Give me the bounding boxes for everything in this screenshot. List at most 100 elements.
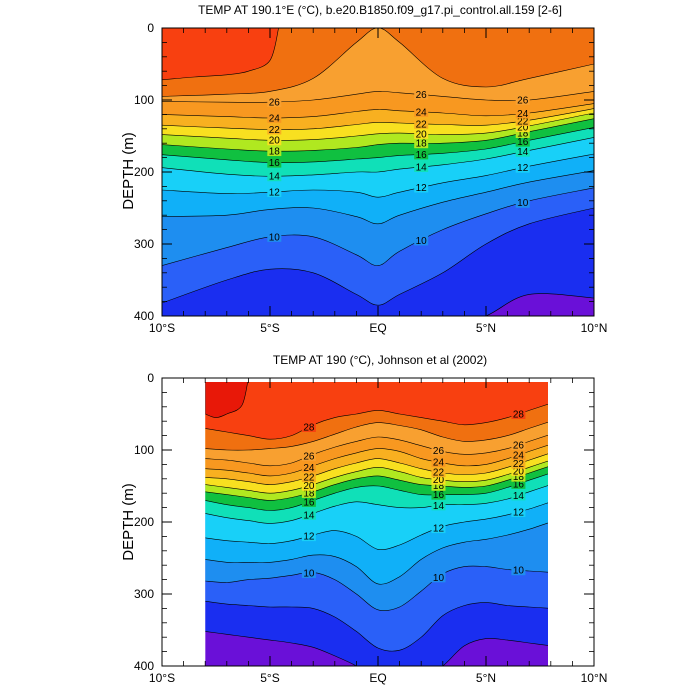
contour-label: 10: [513, 566, 525, 577]
contour-label: 16: [513, 479, 525, 490]
contour-label-bg: [515, 196, 530, 208]
contour-label: 20: [269, 136, 281, 147]
contour-band-core: [204, 382, 248, 418]
contour-fills-top: [162, 28, 594, 316]
contour-line: [162, 28, 594, 97]
y-tick-label: 300: [134, 237, 154, 251]
contour-label-bg: [431, 444, 446, 456]
y-axis-label-top: DEPTH (m): [120, 132, 137, 210]
contour-label-bg: [267, 170, 282, 182]
x-tick-label: 5°N: [476, 321, 496, 335]
contour-label-bg: [431, 499, 446, 511]
contour-label: 20: [513, 466, 525, 477]
x-tick-label: EQ: [369, 671, 386, 685]
contour-label-bg: [511, 505, 526, 517]
contour-label-bg: [414, 88, 429, 100]
contour-label-bg: [515, 135, 530, 147]
contour-label: 16: [416, 150, 428, 161]
contour-label: 18: [433, 481, 445, 492]
y-tick-label: 100: [134, 93, 154, 107]
contour-label-bg: [511, 438, 526, 450]
contour-label: 24: [416, 107, 428, 118]
contour-label: 26: [269, 97, 281, 108]
x-tick-label: 10°S: [149, 321, 175, 335]
contour-line: [162, 170, 594, 225]
x-tick-label: 10°S: [149, 671, 175, 685]
contour-line: [205, 466, 548, 501]
contour-label: 12: [513, 507, 525, 518]
x-tick-label: EQ: [369, 321, 386, 335]
contour-line: [205, 600, 548, 652]
contour-label-bg: [301, 508, 316, 520]
contour-label: 24: [433, 458, 445, 469]
contour-label-bg: [301, 479, 316, 491]
contour-label-bg: [431, 479, 446, 491]
contour-label-bg: [301, 566, 316, 578]
contour-label-bg: [511, 408, 526, 419]
contour-line: [205, 403, 548, 440]
contour-line: [205, 444, 548, 477]
contour-label: 18: [269, 147, 281, 158]
contour-label-bg: [301, 420, 316, 432]
contour-label-bg: [414, 181, 429, 193]
contour-line: [205, 473, 548, 511]
y-tick-label: 200: [134, 165, 154, 179]
x-tick-label: 5°N: [476, 671, 496, 685]
contour-label: 12: [517, 163, 529, 174]
contour-label-bg: [267, 145, 282, 157]
contour-label: 24: [513, 451, 525, 462]
y-tick-label: 400: [134, 659, 154, 673]
contour-label: 26: [517, 96, 529, 107]
contour-line: [205, 485, 548, 524]
contour-label-bg: [515, 126, 530, 138]
contour-line: [162, 118, 594, 152]
contour-label: 22: [269, 125, 281, 136]
contour-label-bg: [431, 522, 446, 534]
contour-line: [205, 502, 548, 551]
contour-label-bg: [515, 107, 530, 119]
contour-line: [162, 153, 594, 198]
contour-label: 22: [416, 119, 428, 130]
contour-label: 28: [303, 422, 315, 433]
contour-label-bg: [267, 95, 282, 107]
contour-label-bg: [267, 123, 282, 135]
contour-label: 16: [303, 497, 315, 508]
y-tick-label: 0: [147, 371, 154, 385]
contour-label: 20: [303, 481, 315, 492]
contour-label-bg: [267, 134, 282, 146]
contour-label-bg: [414, 160, 429, 172]
contour-label-bg: [301, 530, 316, 542]
contour-label: 26: [433, 446, 445, 457]
contour-lines-bottom: [204, 382, 548, 666]
contour-label: 18: [517, 128, 529, 139]
contour-label: 14: [433, 501, 445, 512]
chart-title-top: TEMP AT 190.1°E (°C), b.e20.B1850.f09_g1…: [198, 3, 562, 17]
contour-label: 14: [416, 162, 428, 173]
y-tick-label: 300: [134, 587, 154, 601]
contour-label-bg: [414, 117, 429, 129]
contour-label-bg: [431, 473, 446, 485]
contour-label: 22: [433, 468, 445, 479]
contour-label: 14: [269, 172, 281, 183]
contour-label-bg: [515, 94, 530, 105]
contour-label: 22: [517, 116, 529, 127]
contour-line: [205, 631, 548, 666]
panel-bottom-observed: TEMP AT 190 (°C), Johnson et al (2002) D…: [120, 353, 607, 685]
contour-label: 12: [416, 183, 428, 194]
contour-label: 18: [416, 139, 428, 150]
contour-label-bg: [431, 466, 446, 478]
contour-label-bg: [515, 114, 530, 126]
contour-label-bg: [511, 464, 526, 476]
contour-label-bg: [301, 495, 316, 507]
contour-label: 26: [513, 440, 525, 451]
y-tick-label: 200: [134, 515, 154, 529]
contour-lines-top: [162, 28, 594, 316]
contour-label: 14: [303, 510, 315, 521]
contour-label: 18: [303, 488, 315, 499]
contour-label-bg: [515, 145, 530, 157]
contour-label-bg: [511, 470, 526, 482]
contour-label: 10: [433, 573, 445, 584]
contour-line: [162, 187, 594, 266]
